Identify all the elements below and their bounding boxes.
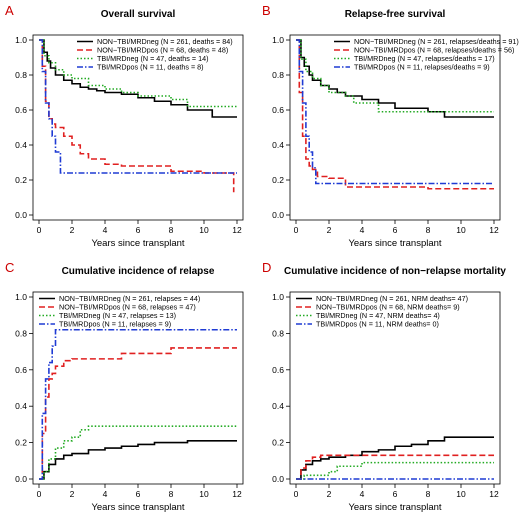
series-line-3 xyxy=(296,39,494,113)
y-tick-label: 0.2 xyxy=(15,438,27,448)
x-tick-label: 6 xyxy=(136,489,141,499)
chart-panel-d: D Cumulative incidence of non−relapse mor… xyxy=(262,260,506,513)
panel-letter: A xyxy=(5,3,14,18)
series-line-4 xyxy=(39,39,237,174)
x-tick-label: 0 xyxy=(294,489,299,499)
x-tick-label: 4 xyxy=(103,489,108,499)
x-axis-label: Years since transplant xyxy=(348,502,441,513)
legend-entry: TBI/MRDpos (N = 11, NRM deaths= 0) xyxy=(316,320,439,329)
y-tick-label: 1.0 xyxy=(15,292,27,302)
x-tick-label: 10 xyxy=(456,489,466,499)
y-tick-label: 0.6 xyxy=(15,365,27,375)
x-tick-label: 4 xyxy=(103,225,108,235)
y-tick-label: 0.4 xyxy=(272,401,284,411)
x-tick-label: 0 xyxy=(294,225,299,235)
x-tick-label: 8 xyxy=(169,489,174,499)
x-tick-label: 10 xyxy=(199,489,209,499)
series-line-4 xyxy=(39,328,237,480)
y-tick-label: 1.0 xyxy=(272,35,284,45)
x-tick-label: 4 xyxy=(360,225,365,235)
legend-entry: TBI/MRDpos (N = 11, relapses/deaths = 9) xyxy=(354,63,490,72)
y-tick-label: 0.2 xyxy=(272,438,284,448)
y-tick-label: 0.4 xyxy=(272,140,284,150)
y-tick-label: 0.0 xyxy=(272,210,284,220)
x-tick-label: 4 xyxy=(360,489,365,499)
x-tick-label: 6 xyxy=(136,225,141,235)
legend-entry: NON−TBI/MRDneg (N = 261, relapses = 44) xyxy=(59,294,200,303)
y-tick-label: 0.6 xyxy=(272,365,284,375)
legend-entry: TBI/MRDpos (N = 11, relapses = 9) xyxy=(59,320,171,329)
chart-panel-b: B Relapse-free survival 0.0 0.2 0.4 0.6 0.8 1.0… xyxy=(262,3,519,249)
legend-entry: TBI/MRDneg (N = 47, deaths = 14) xyxy=(97,54,208,63)
legend-entry: TBI/MRDpos (N = 11, deaths = 8) xyxy=(97,63,204,72)
panel-letter: D xyxy=(262,260,271,275)
y-tick-label: 0.0 xyxy=(15,210,27,220)
x-tick-label: 12 xyxy=(489,225,499,235)
legend-entry: TBI/MRDneg (N = 47, relapses = 13) xyxy=(59,311,176,320)
x-tick-label: 6 xyxy=(393,225,398,235)
x-axis-label: Years since transplant xyxy=(348,238,441,249)
y-tick-label: 0.6 xyxy=(272,105,284,115)
x-axis-label: Years since transplant xyxy=(91,502,184,513)
panel-title: Overall survival xyxy=(101,9,176,20)
series-line-2 xyxy=(39,39,235,193)
series-line-1 xyxy=(296,39,494,118)
x-tick-label: 12 xyxy=(232,225,242,235)
series-line-1 xyxy=(39,39,237,118)
y-tick-label: 0.4 xyxy=(15,401,27,411)
panel-title: Cumulative incidence of relapse xyxy=(62,266,215,277)
y-tick-label: 0.0 xyxy=(15,474,27,484)
x-tick-label: 12 xyxy=(489,489,499,499)
x-tick-label: 8 xyxy=(426,489,431,499)
x-axis-label: Years since transplant xyxy=(91,238,184,249)
x-tick-label: 12 xyxy=(232,489,242,499)
y-tick-label: 0.8 xyxy=(15,70,27,80)
x-tick-label: 0 xyxy=(37,225,42,235)
legend-entry: NON−TBI/MRDpos (N = 68, NRM deaths= 9) xyxy=(316,303,460,312)
panel-letter: B xyxy=(262,3,271,18)
y-tick-label: 0.8 xyxy=(272,70,284,80)
panel-title: Relapse-free survival xyxy=(345,9,446,20)
x-tick-label: 6 xyxy=(393,489,398,499)
series-line-2 xyxy=(39,347,237,480)
x-tick-label: 10 xyxy=(456,225,466,235)
x-tick-label: 0 xyxy=(37,489,42,499)
chart-panel-a: A Overall survival 0.0 0.2 0.4 0.6 0.8 1.0 0 2 4 6 8… xyxy=(5,3,244,249)
x-tick-label: 2 xyxy=(70,225,75,235)
legend-entry: NON−TBI/MRDpos (N = 68, relapses = 47) xyxy=(59,303,196,312)
y-tick-label: 0.8 xyxy=(15,328,27,338)
y-tick-label: 1.0 xyxy=(272,292,284,302)
x-tick-label: 2 xyxy=(327,225,332,235)
series-line-1 xyxy=(39,439,237,480)
y-tick-label: 0.0 xyxy=(272,474,284,484)
y-tick-label: 0.8 xyxy=(272,328,284,338)
series-line-2 xyxy=(296,454,494,480)
series-line-3 xyxy=(39,425,237,480)
panel-title: Cumulative incidence of non−relapse mort… xyxy=(284,266,506,277)
y-tick-label: 1.0 xyxy=(15,35,27,45)
series-line-4 xyxy=(296,39,494,185)
x-tick-label: 2 xyxy=(327,489,332,499)
x-tick-label: 2 xyxy=(70,489,75,499)
y-tick-label: 0.6 xyxy=(15,105,27,115)
panel-letter: C xyxy=(5,260,14,275)
legend-entry: NON−TBI/MRDpos (N = 68, relapses/deaths … xyxy=(354,46,514,55)
x-tick-label: 10 xyxy=(199,225,209,235)
x-tick-label: 8 xyxy=(169,225,174,235)
y-tick-label: 0.2 xyxy=(15,175,27,185)
legend-entry: NON−TBI/MRDneg (N = 261, relapses/deaths… xyxy=(354,37,519,46)
series-line-1 xyxy=(296,436,494,480)
x-tick-label: 8 xyxy=(426,225,431,235)
y-tick-label: 0.4 xyxy=(15,140,27,150)
legend-entry: NON−TBI/MRDneg (N = 261, deaths = 84) xyxy=(97,37,233,46)
chart-panel-c: C Cumulative incidence of relapse 0.0 0.2 0.… xyxy=(5,260,244,513)
legend-entry: NON−TBI/MRDneg (N = 261, NRM deaths= 47) xyxy=(316,294,468,303)
y-tick-label: 0.2 xyxy=(272,175,284,185)
legend-entry: TBI/MRDneg (N = 47, relapses/deaths = 17… xyxy=(354,54,495,63)
legend-entry: TBI/MRDneg (N = 47, NRM deaths= 4) xyxy=(316,311,440,320)
legend-entry: NON−TBI/MRDpos (N = 68, deaths = 48) xyxy=(97,46,228,55)
series-line-3 xyxy=(296,461,494,480)
